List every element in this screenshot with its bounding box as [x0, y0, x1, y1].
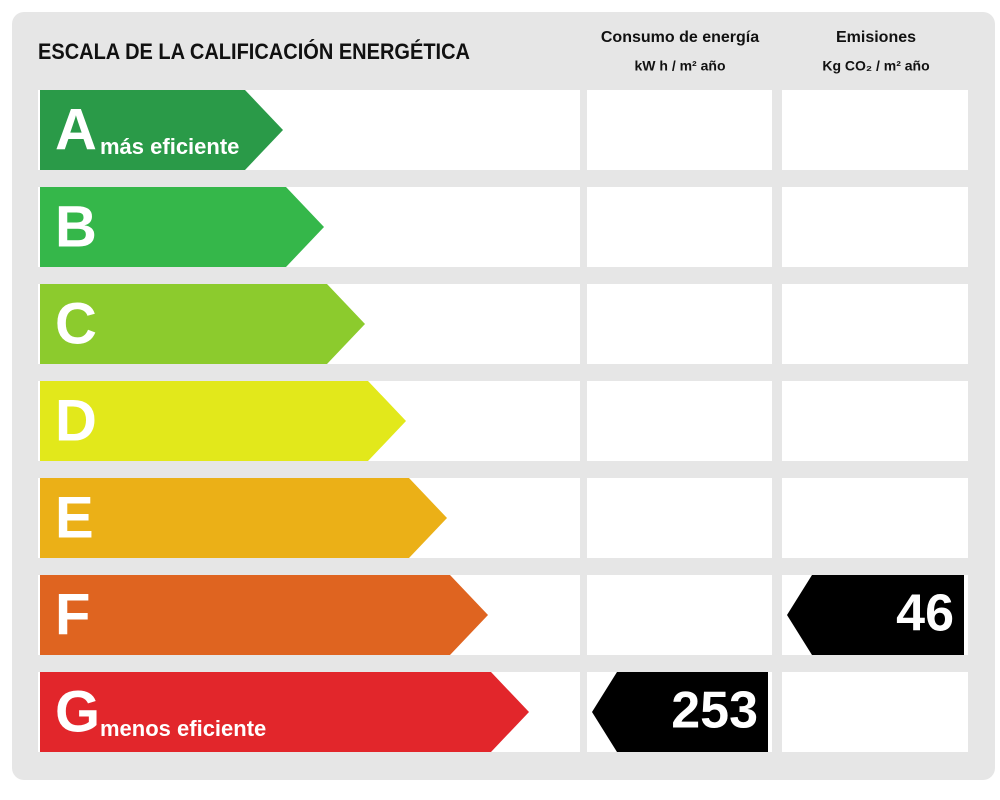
rating-arrow — [40, 187, 324, 267]
value-cell — [587, 187, 772, 267]
value-cell — [782, 381, 968, 461]
rating-arrow — [40, 284, 365, 364]
value-cell — [587, 478, 772, 558]
column-unit: kW h / m² año — [635, 58, 726, 74]
title: ESCALA DE LA CALIFICACIÓN ENERGÉTICA — [38, 39, 470, 64]
result-value: 253 — [671, 682, 758, 740]
column-title: Emisiones — [836, 29, 916, 46]
column-unit: Kg CO₂ / m² año — [822, 58, 929, 74]
rating-arrow — [40, 478, 447, 558]
rating-letter: D — [55, 388, 97, 453]
column-title: Consumo de energía — [601, 29, 759, 46]
value-cell — [782, 672, 968, 752]
value-cell — [782, 478, 968, 558]
value-cell — [587, 381, 772, 461]
value-cell — [782, 187, 968, 267]
value-cell — [782, 284, 968, 364]
rating-letter: A — [55, 97, 97, 162]
rating-letter: E — [55, 485, 94, 550]
result-arrow — [787, 575, 964, 655]
value-cell — [782, 90, 968, 170]
value-cell — [587, 575, 772, 655]
rating-arrow — [40, 575, 488, 655]
rating-label: más eficiente — [100, 134, 239, 159]
rating-letter: B — [55, 194, 97, 259]
rating-letter: G — [55, 679, 100, 744]
value-cell — [587, 284, 772, 364]
rating-arrow — [40, 672, 529, 752]
rating-arrow — [40, 381, 406, 461]
result-value: 46 — [896, 585, 954, 643]
rating-letter: C — [55, 291, 97, 356]
rating-label: menos eficiente — [100, 716, 266, 741]
rating-arrow — [40, 90, 283, 170]
result-arrow — [592, 672, 768, 752]
rating-letter: F — [55, 582, 90, 647]
value-cell — [587, 90, 772, 170]
